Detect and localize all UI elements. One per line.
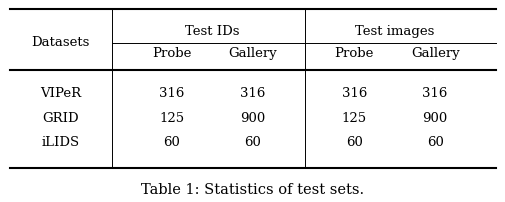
Text: 316: 316	[240, 87, 265, 100]
Text: 316: 316	[341, 87, 366, 100]
Text: 60: 60	[244, 136, 261, 149]
Text: Gallery: Gallery	[410, 47, 459, 60]
Text: Gallery: Gallery	[228, 47, 277, 60]
Text: Probe: Probe	[152, 47, 191, 60]
Text: 125: 125	[159, 112, 184, 125]
Text: 125: 125	[341, 112, 366, 125]
Text: Probe: Probe	[334, 47, 373, 60]
Text: 900: 900	[422, 112, 447, 125]
Text: Datasets: Datasets	[31, 36, 90, 49]
Text: 60: 60	[345, 136, 362, 149]
Text: iLIDS: iLIDS	[41, 136, 80, 149]
Text: Test IDs: Test IDs	[185, 25, 239, 38]
Text: 316: 316	[422, 87, 447, 100]
Text: 900: 900	[240, 112, 265, 125]
Text: 60: 60	[426, 136, 443, 149]
Text: 60: 60	[163, 136, 180, 149]
Text: Table 1: Statistics of test sets.: Table 1: Statistics of test sets.	[141, 183, 364, 197]
Text: 316: 316	[159, 87, 184, 100]
Text: GRID: GRID	[42, 112, 79, 125]
Text: VIPeR: VIPeR	[40, 87, 81, 100]
Text: Test images: Test images	[355, 25, 433, 38]
